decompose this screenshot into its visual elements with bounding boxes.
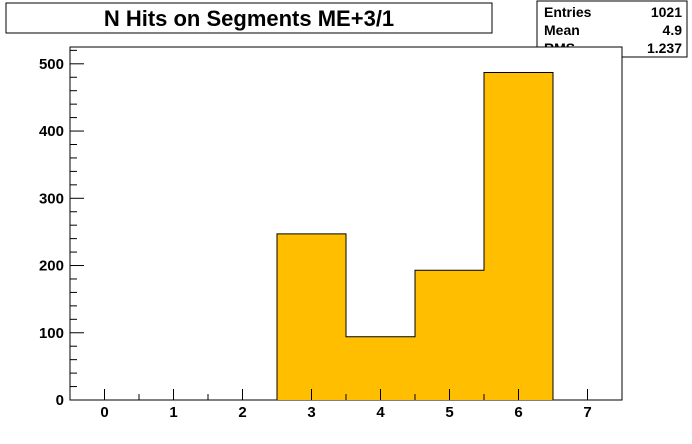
y-tick-label: 100	[39, 325, 64, 342]
stats-value: 1.237	[647, 40, 682, 56]
x-tick-label: 1	[169, 404, 177, 421]
y-tick-label: 400	[39, 123, 64, 140]
x-tick-label: 7	[583, 404, 591, 421]
stats-label: Mean	[544, 22, 580, 38]
x-tick-label: 3	[307, 404, 315, 421]
x-tick-label: 0	[100, 404, 108, 421]
y-tick-label: 500	[39, 56, 64, 73]
stats-label: Entries	[544, 4, 592, 20]
x-tick-label: 2	[238, 404, 246, 421]
x-tick-label: 4	[376, 404, 385, 421]
x-tick-label: 5	[445, 404, 453, 421]
histogram-outline	[70, 72, 622, 401]
histogram-bar	[484, 72, 553, 400]
y-axis: 0 100 200 300 400 500	[39, 49, 84, 409]
title-box	[5, 2, 493, 34]
stats-value: 1021	[651, 4, 682, 20]
x-axis: 0 1 2 3 4 5 6 7	[69, 389, 623, 421]
y-tick-label: 300	[39, 190, 64, 207]
y-tick-label: 0	[56, 392, 64, 409]
chart-title: N Hits on Segments ME+3/1	[104, 6, 394, 31]
x-tick-label: 6	[514, 404, 522, 421]
y-tick-label: 200	[39, 258, 64, 275]
stats-value: 4.9	[663, 22, 683, 38]
histogram-bar	[415, 270, 484, 400]
histogram-bar	[277, 233, 346, 400]
histogram-bars	[277, 72, 553, 400]
